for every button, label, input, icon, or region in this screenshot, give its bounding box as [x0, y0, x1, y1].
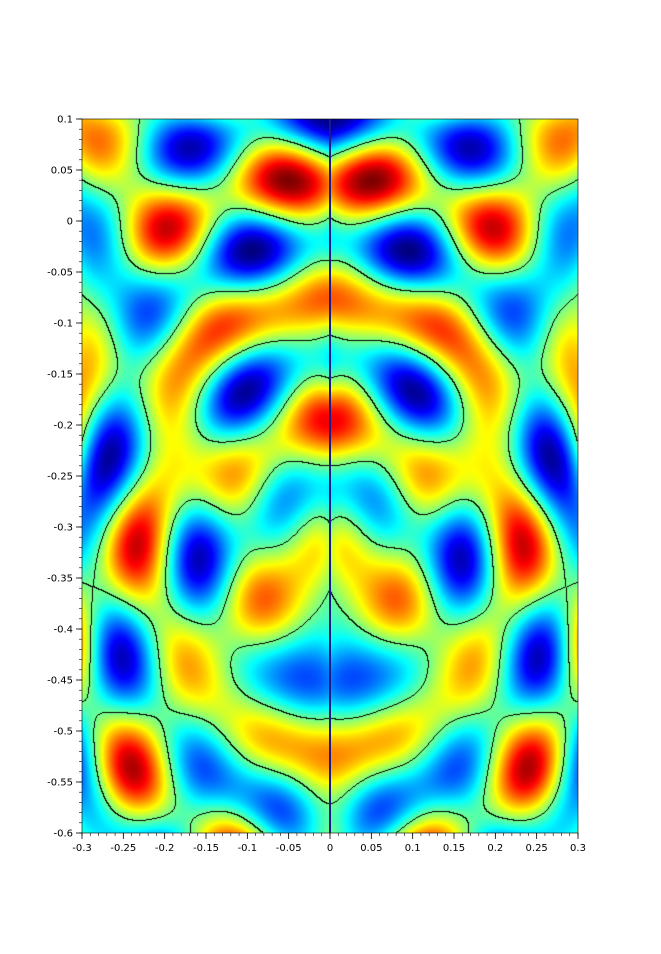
x-tick-label: -0.2 — [155, 843, 175, 854]
y-tick-label: -0.2 — [53, 421, 73, 432]
x-tick-label: -0.05 — [276, 843, 302, 854]
y-axis: 0.1 0.05 0 -0.05 -0.1 -0.15 -0.2 -0.25 -0.3 -0.35… — [47, 115, 82, 840]
y-tick-label: -0.05 — [47, 268, 73, 279]
y-tick-label: 0.05 — [51, 166, 73, 177]
x-tick-label: 0.05 — [360, 843, 382, 854]
y-tick-label: -0.45 — [47, 676, 73, 687]
x-tick-label: -0.25 — [110, 843, 136, 854]
x-axis: -0.3 -0.25 -0.2 -0.15 -0.1 -0.05 0 0.05 0.1 0.15 0… — [72, 833, 586, 854]
y-tick-label: -0.1 — [53, 319, 73, 330]
x-tick-label: 0.25 — [526, 843, 548, 854]
y-tick-label: 0.1 — [57, 115, 73, 126]
plot-area — [81, 118, 579, 834]
y-tick-label: 0 — [67, 217, 73, 228]
x-tick-label: -0.15 — [193, 843, 219, 854]
y-tick-label: -0.15 — [47, 370, 73, 381]
y-tick-label: -0.55 — [47, 778, 73, 789]
x-tick-label: 0.2 — [487, 843, 503, 854]
x-tick-label: 0.3 — [570, 843, 586, 854]
y-tick-label: -0.35 — [47, 574, 73, 585]
y-tick-label: -0.6 — [53, 829, 73, 840]
x-tick-label: -0.3 — [72, 843, 92, 854]
y-tick-label: -0.4 — [53, 625, 73, 636]
y-tick-label: -0.5 — [53, 727, 73, 738]
x-tick-label: -0.1 — [238, 843, 258, 854]
y-tick-label: -0.25 — [47, 472, 73, 483]
y-tick-label: -0.3 — [53, 523, 73, 534]
x-tick-label: 0.1 — [405, 843, 421, 854]
x-tick-label: 0 — [327, 843, 333, 854]
x-tick-label: 0.15 — [443, 843, 465, 854]
